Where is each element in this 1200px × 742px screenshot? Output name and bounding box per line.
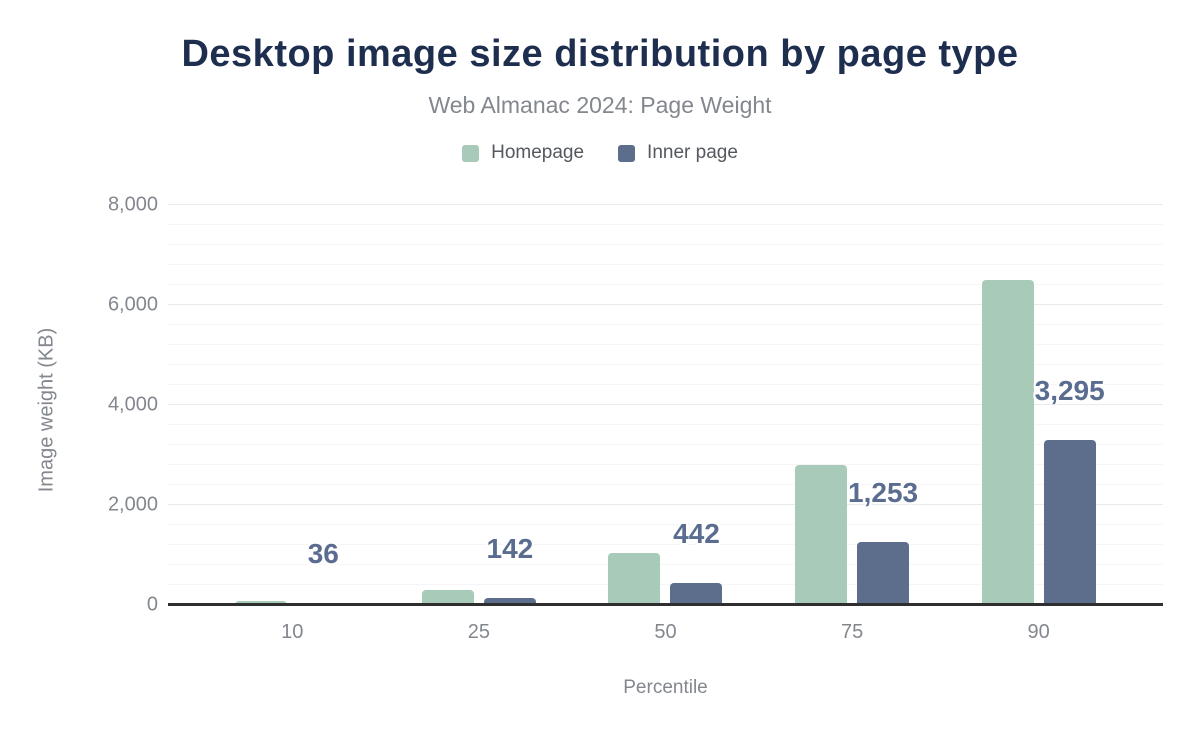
gridline-4800 [168,364,1163,365]
plot-area: 36 142 442 1,253 3,295 [168,204,1163,606]
gridline-1600 [168,524,1163,525]
gridline-6400 [168,284,1163,285]
bar-group-p10: 36 [199,205,386,605]
bar-homepage-p50 [608,552,661,605]
x-axis-line [168,603,1163,606]
x-tick-label-p50: 50 [654,621,677,643]
gridline-5600 [168,324,1163,325]
gridline-6800 [168,264,1163,265]
value-label-p50: 442 [673,517,720,549]
x-tick-label-p10: 10 [281,621,304,643]
bar-inner-page-p75 [857,542,910,605]
bar-group-p90: 3,295 [945,205,1132,605]
x-tick-label-p75: 75 [840,621,864,643]
y-tick-label: 0 [146,593,158,616]
bars-p25 [421,589,536,605]
bars-p90 [981,280,1096,605]
gridline-7600 [168,224,1163,225]
bar-inner-page-p25 [483,597,536,605]
value-label-p10: 36 [307,538,339,570]
legend-label: Homepage [491,142,585,163]
bar-group-p50: 442 [572,205,759,605]
gridline-2000 [168,504,1163,505]
gridline-7200 [168,244,1163,245]
bar-group-p75: 1,253 [759,205,946,605]
gridline-8000 [168,204,1163,205]
y-tick-label: 2,000 [107,493,158,516]
legend-swatch-icon [618,144,636,162]
gridline-2800 [168,464,1163,465]
value-label-p75: 1,253 [848,477,919,509]
y-tick-label: 6,000 [107,293,158,316]
x-tick-label-p25: 25 [467,621,491,643]
bar-groups: 36 142 442 1,253 3,295 [199,205,1132,605]
legend-item-inner-page: Inner page [618,142,738,164]
bars-p50 [608,552,723,605]
y-tick-label: 8,000 [107,193,158,216]
bar-group-p25: 142 [386,205,573,605]
gridline-4400 [168,384,1163,385]
chart-subtitle: Web Almanac 2024: Page Weight [428,92,772,118]
value-label-p25: 142 [486,532,534,564]
x-axis-title: Percentile [623,677,708,698]
gridline-400 [168,584,1163,585]
gridline-1200 [168,544,1163,545]
value-label-p90: 3,295 [1034,375,1105,407]
bar-inner-page-p90 [1043,440,1096,605]
gridline-4000 [168,404,1163,405]
gridline-5200 [168,344,1163,345]
y-tick-label: 4,000 [107,393,158,416]
bar-inner-page-p50 [670,582,723,605]
gridline-3200 [168,444,1163,445]
chart-legend: Homepage Inner page [0,142,1200,164]
x-tick-label-p90: 90 [1027,621,1050,643]
bar-homepage-p90 [981,280,1034,605]
legend-label: Inner page [647,142,738,163]
gridline-6000 [168,304,1163,305]
gridline-2400 [168,484,1163,485]
bar-homepage-p25 [421,589,474,605]
bar-homepage-p10 [235,600,288,605]
bar-homepage-p75 [795,465,848,605]
legend-item-homepage: Homepage [462,142,584,164]
y-axis-ticks: 0 2,000 4,000 6,000 8,000 [0,194,158,616]
bars-p75 [795,465,910,605]
legend-swatch-icon [462,144,480,162]
chart-title: Desktop image size distribution by page … [181,33,1019,75]
gridline-800 [168,564,1163,565]
gridline-3600 [168,424,1163,425]
x-axis-ticks: 10 25 50 75 90 [168,621,1163,644]
